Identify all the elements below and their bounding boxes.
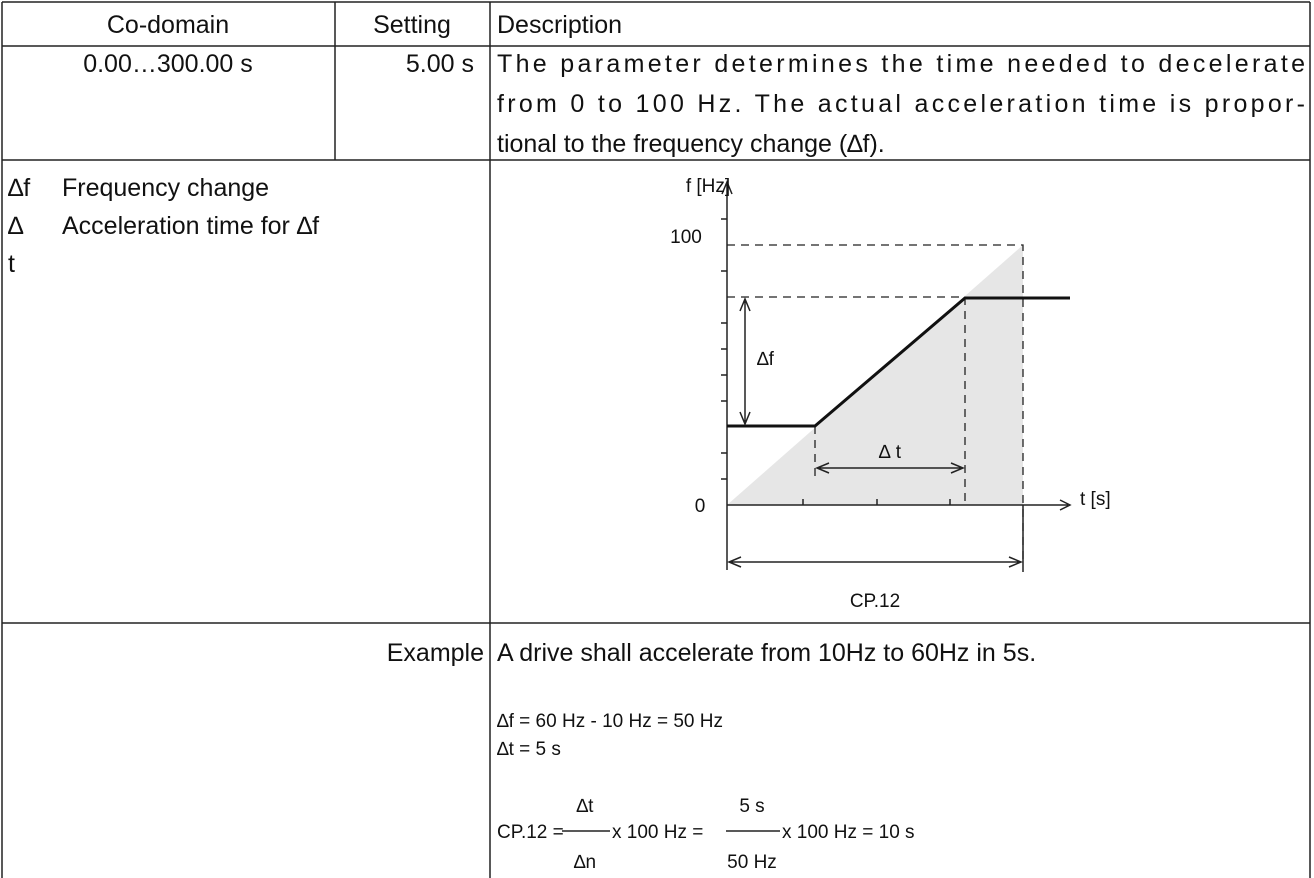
formula-line: ∆t = 5 s — [497, 739, 561, 760]
formula: CP.12 = — [497, 822, 564, 843]
tick-label: 0 — [695, 496, 706, 517]
formula: 50 Hz — [727, 852, 777, 873]
header-cell: Setting — [373, 11, 451, 39]
legend-symbol: t — [8, 250, 15, 278]
annotation: ∆ t — [879, 442, 902, 463]
annotation: CP.12 — [850, 591, 900, 612]
legend-symbol: ∆ — [8, 212, 24, 240]
description-line: tional to the frequency change (∆f). — [497, 130, 885, 158]
co-domain: 0.00…300.00 s — [83, 50, 253, 78]
legend-text: Acceleration time for ∆f — [62, 212, 319, 240]
setting: 5.00 s — [406, 50, 474, 78]
example-label: Example — [387, 639, 484, 667]
example-sentence: A drive shall accelerate from 10Hz to 60… — [497, 639, 1036, 667]
x-axis-label: t [s] — [1080, 489, 1111, 510]
formula: x 100 Hz = 10 s — [782, 822, 915, 843]
formula: x 100 Hz = — [612, 822, 703, 843]
diagram: f [Hz] 100 0 t [s] ∆f ∆ t CP.12 — [670, 176, 1110, 612]
legend-text: Frequency change — [62, 174, 269, 202]
header-cell: Description — [497, 11, 622, 39]
description-line: from 0 to 100 Hz. The actual acceleratio… — [497, 90, 1305, 118]
y-axis-label: f [Hz] — [686, 176, 730, 197]
description-line: The parameter determines the time needed… — [497, 50, 1305, 78]
header-cell: Co-domain — [107, 11, 229, 39]
legend-symbol: ∆f — [8, 174, 30, 202]
formula: ∆n — [574, 852, 596, 873]
formula: ∆t — [577, 796, 595, 817]
formula: 5 s — [739, 796, 764, 817]
formula-line: ∆f = 60 Hz - 10 Hz = 50 Hz — [497, 711, 723, 732]
tick-label: 100 — [670, 227, 702, 248]
annotation: ∆f — [757, 349, 775, 370]
